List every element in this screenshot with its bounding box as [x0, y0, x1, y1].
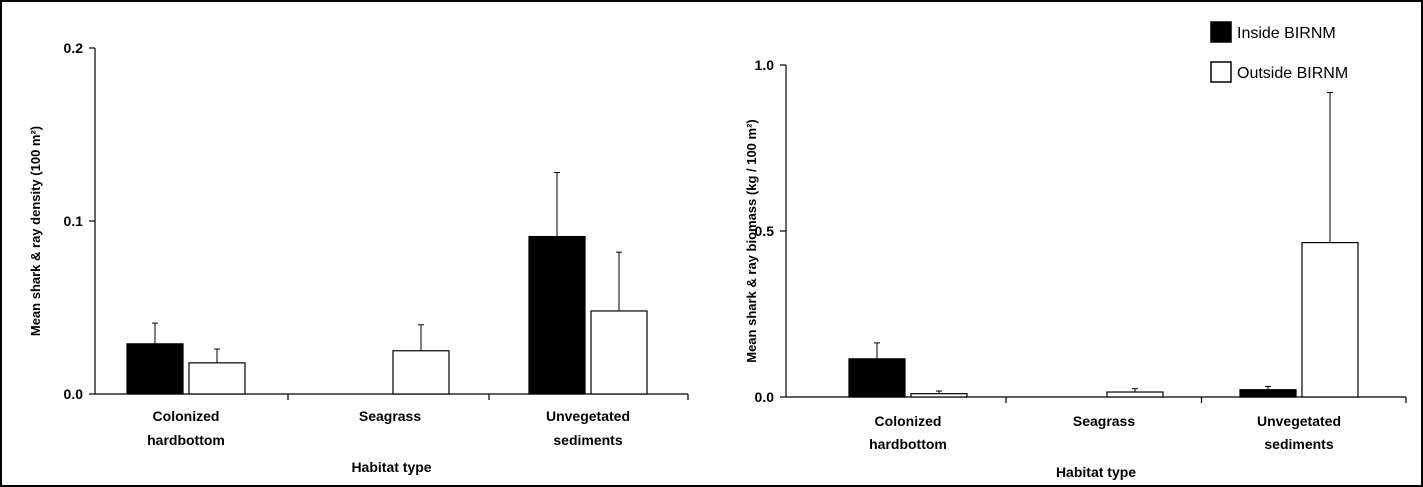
category-label: Unvegetated: [546, 408, 630, 424]
category-label: Unvegetated: [1257, 413, 1341, 429]
inside-bar: [528, 235, 586, 395]
category-label: sediments: [553, 432, 622, 448]
y-axis-label: Mean shark & ray biomass (kg / 100 m²): [744, 119, 759, 362]
inside-bar: [126, 343, 184, 395]
outside-bar: [1106, 391, 1164, 398]
y-tick-label: 0.2: [64, 40, 84, 56]
y-tick-label: 1.0: [755, 57, 775, 73]
legend-label: Outside BIRNM: [1237, 65, 1348, 82]
inside-bar: [1239, 389, 1297, 398]
outside-bar: [188, 362, 246, 395]
y-tick-label: 0.0: [64, 386, 84, 402]
outside-bar: [910, 393, 968, 398]
legend-label: Inside BIRNM: [1237, 25, 1336, 42]
category-label: sediments: [1264, 436, 1333, 452]
y-tick-label: 0.5: [755, 223, 775, 239]
category-label: Seagrass: [359, 408, 421, 424]
x-axis-label: Habitat type: [1056, 464, 1136, 480]
outside-bar: [392, 350, 450, 395]
y-tick-label: 0.0: [755, 389, 775, 405]
y-axis-label: Mean shark & ray density (100 m²): [28, 126, 43, 336]
outside-bar: [590, 310, 648, 395]
inside-bar: [848, 358, 906, 398]
category-label: hardbottom: [147, 432, 225, 448]
biomass-chart: 0.0 0.5 1.0 Colonized hardbottom Seagrass Unve…: [744, 57, 1407, 480]
category-label: Colonized: [875, 413, 942, 429]
legend-swatch-inside: [1210, 21, 1232, 43]
category-label: hardbottom: [869, 436, 947, 452]
outside-bar: [1301, 242, 1359, 398]
category-label: Seagrass: [1073, 413, 1135, 429]
category-label: Colonized: [153, 408, 220, 424]
legend-swatch-outside: [1210, 61, 1232, 83]
density-chart: 0.0 0.1 0.2 Colonized hardbottom Seagrass Unve…: [28, 40, 689, 475]
y-tick-label: 0.1: [64, 213, 84, 229]
legend: Inside BIRNM Outside BIRNM: [1210, 21, 1348, 83]
x-axis-label: Habitat type: [351, 459, 431, 475]
